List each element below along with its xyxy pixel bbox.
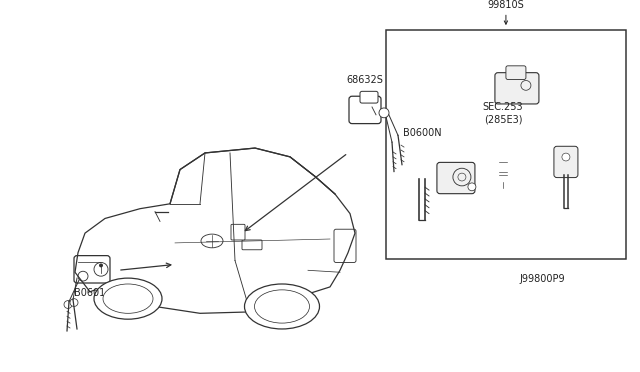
- Text: SEC.253
(285E3): SEC.253 (285E3): [483, 102, 524, 125]
- Circle shape: [562, 153, 570, 161]
- FancyBboxPatch shape: [231, 224, 245, 240]
- Circle shape: [94, 263, 108, 276]
- FancyBboxPatch shape: [506, 66, 526, 80]
- FancyBboxPatch shape: [488, 179, 518, 192]
- FancyBboxPatch shape: [495, 73, 539, 104]
- Ellipse shape: [255, 290, 310, 323]
- FancyBboxPatch shape: [360, 92, 378, 103]
- FancyBboxPatch shape: [74, 256, 110, 283]
- Circle shape: [78, 271, 88, 281]
- Circle shape: [453, 168, 471, 186]
- Text: 99810S: 99810S: [488, 0, 524, 10]
- FancyBboxPatch shape: [349, 96, 381, 124]
- Circle shape: [521, 80, 531, 90]
- Circle shape: [418, 154, 426, 162]
- Circle shape: [70, 299, 78, 307]
- Text: B0600N: B0600N: [403, 128, 442, 138]
- FancyBboxPatch shape: [488, 155, 518, 168]
- Ellipse shape: [495, 197, 511, 205]
- Ellipse shape: [201, 234, 223, 248]
- Circle shape: [468, 183, 476, 191]
- FancyBboxPatch shape: [437, 163, 475, 194]
- FancyBboxPatch shape: [334, 229, 356, 263]
- Ellipse shape: [477, 124, 529, 212]
- Circle shape: [394, 134, 402, 142]
- Ellipse shape: [244, 284, 319, 329]
- Text: 68632S: 68632S: [347, 76, 383, 86]
- Ellipse shape: [94, 278, 162, 319]
- Text: J99800P9: J99800P9: [519, 274, 564, 284]
- FancyBboxPatch shape: [554, 146, 578, 177]
- FancyBboxPatch shape: [242, 240, 262, 250]
- Circle shape: [388, 141, 396, 149]
- FancyBboxPatch shape: [409, 147, 435, 182]
- FancyBboxPatch shape: [488, 167, 518, 180]
- Text: B0601: B0601: [74, 288, 106, 298]
- Circle shape: [99, 263, 103, 267]
- Ellipse shape: [103, 284, 153, 313]
- Circle shape: [379, 108, 389, 118]
- Ellipse shape: [482, 134, 524, 205]
- Bar: [386, 30, 626, 259]
- Circle shape: [64, 301, 72, 308]
- Ellipse shape: [496, 145, 510, 155]
- Circle shape: [458, 173, 466, 181]
